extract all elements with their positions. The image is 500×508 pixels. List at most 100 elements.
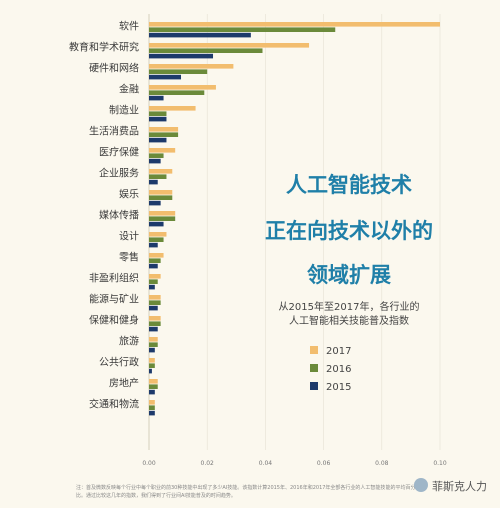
legend-swatch xyxy=(310,346,318,354)
bar-2016 xyxy=(149,279,158,284)
bar-2016 xyxy=(149,195,173,200)
bar-2017 xyxy=(149,358,155,363)
bar-2015 xyxy=(149,74,182,80)
x-tick-labels: 0.00 0.02 0.04 0.06 0.08 0.10 xyxy=(142,460,447,467)
bar-2016 xyxy=(149,132,179,137)
bar-2017 xyxy=(149,379,158,384)
bar-2015 xyxy=(149,95,164,101)
bar-2017 xyxy=(149,64,234,69)
bar-2017 xyxy=(149,43,310,48)
category-label: 能源与矿业 xyxy=(89,293,139,306)
bar-2017 xyxy=(149,211,176,216)
bar-2015 xyxy=(149,158,161,164)
category-label: 医疗保健 xyxy=(99,146,139,159)
bar-2017 xyxy=(149,232,167,237)
bar-2017 xyxy=(149,253,164,258)
bar-2016 xyxy=(149,237,164,242)
bar-2015 xyxy=(149,53,214,59)
legend-label: 2016 xyxy=(326,364,351,375)
bars xyxy=(149,22,440,416)
bar-2017 xyxy=(149,148,176,153)
legend-swatch xyxy=(310,382,318,390)
x-tick-label: 0.02 xyxy=(201,460,215,467)
bar-2016 xyxy=(149,342,158,347)
category-label: 设计 xyxy=(119,230,139,243)
bar-2015 xyxy=(149,389,155,395)
bar-2015 xyxy=(149,179,158,185)
bar-2017 xyxy=(149,337,158,342)
subtitle-line-2: 人工智能相关技能普及指数 xyxy=(289,314,409,327)
bar-2015 xyxy=(149,221,164,227)
bar-2016 xyxy=(149,111,167,116)
subtitle-line-1: 从2015年至2017年，各行业的 xyxy=(279,300,420,313)
bar-2015 xyxy=(149,368,152,374)
legend-swatch xyxy=(310,364,318,372)
category-label: 娱乐 xyxy=(119,188,139,201)
bar-2017 xyxy=(149,22,440,27)
bar-2015 xyxy=(149,305,158,311)
chart-subtitle: 从2015年至2017年，各行业的 人工智能相关技能普及指数 xyxy=(279,300,420,327)
category-label: 制造业 xyxy=(109,104,139,117)
bar-2015 xyxy=(149,326,158,332)
bar-2015 xyxy=(149,410,155,416)
bar-2016 xyxy=(149,69,208,74)
bar-2016 xyxy=(149,90,205,95)
category-label: 保健和健身 xyxy=(89,314,139,327)
category-label: 硬件和网络 xyxy=(89,62,139,75)
category-label: 房地产 xyxy=(109,377,139,390)
category-label: 公共行政 xyxy=(99,356,139,369)
category-label: 媒体传播 xyxy=(99,209,139,222)
bar-2015 xyxy=(149,32,251,38)
bar-2016 xyxy=(149,48,263,53)
bar-2015 xyxy=(149,263,158,269)
title-line-3: 领域扩展 xyxy=(307,263,391,287)
bar-2017 xyxy=(149,295,161,300)
bar-2017 xyxy=(149,85,216,90)
bar-2017 xyxy=(149,127,179,132)
category-label: 企业服务 xyxy=(99,167,139,180)
bar-2016 xyxy=(149,300,161,305)
bar-2015 xyxy=(149,200,161,206)
bar-2017 xyxy=(149,274,161,279)
bar-2016 xyxy=(149,321,161,326)
category-label: 教育和学术研究 xyxy=(69,41,139,54)
x-tick-label: 0.10 xyxy=(433,460,447,467)
title-line-2: 正在向技术以外的 xyxy=(265,219,433,243)
category-label: 软件 xyxy=(119,20,139,33)
chart-title: 人工智能技术 正在向技术以外的 领域扩展 xyxy=(265,173,433,287)
legend: 2017 2016 2015 xyxy=(310,346,351,393)
bar-2016 xyxy=(149,153,164,158)
bar-2016 xyxy=(149,405,155,410)
category-label: 旅游 xyxy=(119,335,139,348)
category-label: 交通和物流 xyxy=(89,398,139,411)
bar-2017 xyxy=(149,106,196,111)
bar-2017 xyxy=(149,316,161,321)
x-tick-label: 0.04 xyxy=(259,460,273,467)
watermark-text: 菲斯克人力 xyxy=(432,480,487,493)
category-label: 零售 xyxy=(119,251,139,264)
legend-label: 2017 xyxy=(326,346,351,357)
x-tick-label: 0.08 xyxy=(375,460,389,467)
x-tick-label: 0.00 xyxy=(142,460,156,467)
bar-2017 xyxy=(149,169,173,174)
bar-2015 xyxy=(149,347,155,353)
category-label: 非盈利组织 xyxy=(89,272,139,285)
bar-2017 xyxy=(149,400,155,405)
title-line-1: 人工智能技术 xyxy=(286,173,412,197)
bar-2015 xyxy=(149,116,167,122)
x-tick-label: 0.06 xyxy=(317,460,331,467)
category-labels: 软件教育和学术研究硬件和网络金融制造业生活消费品医疗保健企业服务娱乐媒体传播设计… xyxy=(69,20,139,411)
watermark-logo-icon xyxy=(414,478,428,492)
bar-2015 xyxy=(149,242,158,248)
bar-2015 xyxy=(149,284,155,290)
bar-2016 xyxy=(149,384,158,389)
bar-2016 xyxy=(149,216,176,221)
category-label: 生活消费品 xyxy=(89,125,139,138)
bar-2016 xyxy=(149,174,167,179)
category-label: 金融 xyxy=(119,83,139,96)
footnote: 注：首及微数反映每个行业中每个职业的前30种技能中出现了多少AI技能。该指数计算… xyxy=(76,485,416,499)
bar-2016 xyxy=(149,27,336,32)
bar-2016 xyxy=(149,363,155,368)
bar-2016 xyxy=(149,258,161,263)
